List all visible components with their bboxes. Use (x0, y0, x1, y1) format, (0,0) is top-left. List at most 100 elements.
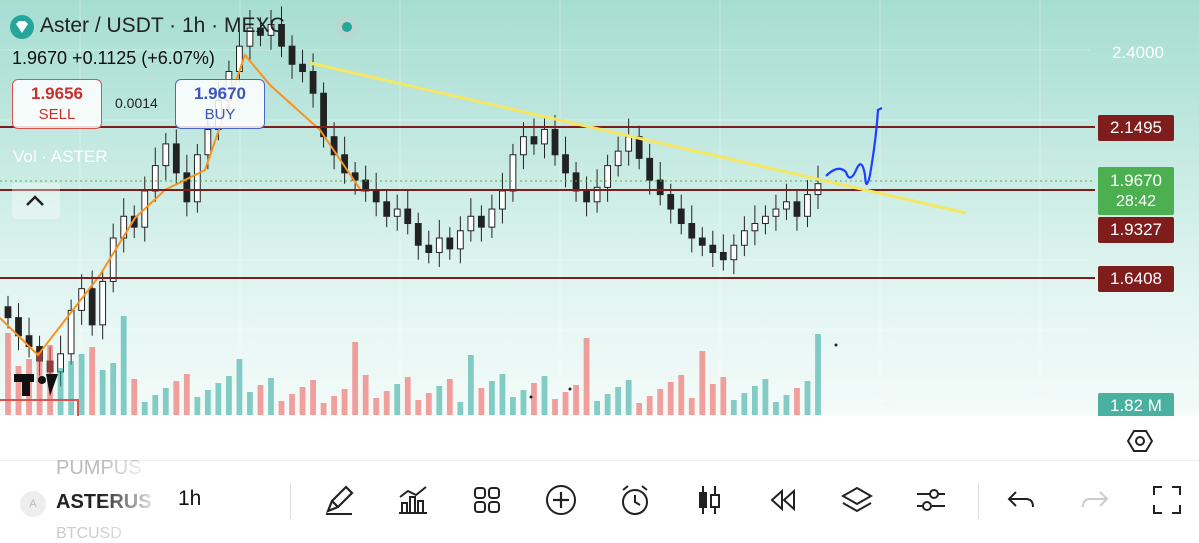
symbol-title[interactable]: Aster / USDT · 1h · MEXC (40, 14, 285, 37)
candle-body (414, 223, 422, 246)
candle-body (393, 208, 401, 217)
candle-body (172, 143, 180, 174)
alert-clock-icon[interactable] (618, 483, 652, 517)
level-label-2: 1.9327 (1098, 217, 1174, 243)
hand-drawn-projection (825, 107, 883, 186)
candle-body (572, 172, 580, 192)
volume-bar (257, 385, 264, 415)
settings-sliders-icon[interactable] (914, 483, 948, 517)
layout-grid-icon[interactable] (470, 483, 504, 517)
volume-bar (394, 384, 401, 415)
candle-body (793, 201, 801, 217)
volume-bar (341, 389, 348, 415)
volume-bar (331, 396, 337, 415)
sell-label: SELL (38, 106, 76, 123)
volume-bar (794, 388, 800, 415)
volume-bar (194, 397, 201, 415)
volume-bar (68, 361, 75, 415)
candle-body (604, 165, 612, 188)
candle-body (562, 154, 569, 174)
chart-dot (529, 395, 533, 399)
volume-bar (415, 400, 422, 415)
candle-body (162, 143, 170, 167)
level-label-3: 1.6408 (1098, 266, 1174, 292)
candle-body (656, 179, 664, 196)
candle-body (520, 136, 527, 156)
volume-bar (141, 402, 148, 415)
volume-bar (531, 383, 537, 415)
collapse-button[interactable] (12, 183, 60, 219)
volume-bar (36, 352, 43, 415)
candle-body (404, 208, 412, 225)
volume-bar (489, 381, 495, 415)
draw-icon[interactable] (322, 483, 356, 517)
buy-button[interactable]: 1.9670 BUY (175, 79, 265, 129)
volume-bar (404, 377, 411, 415)
candle-body (456, 230, 464, 250)
sell-button[interactable]: 1.9656 SELL (12, 79, 102, 129)
volume-indicator-label[interactable]: Vol · ASTER (13, 147, 108, 166)
volume-bar (573, 385, 579, 415)
candle-body (109, 237, 117, 282)
candle-body (762, 215, 769, 225)
candle-body (467, 215, 475, 232)
candle-body (4, 306, 12, 319)
fullscreen-icon[interactable] (1150, 483, 1184, 517)
candle-countdown: 28:42 (1115, 193, 1157, 210)
chart-area[interactable]: Aster / USDT · 1h · MEXC 1.9670 +0.1125 … (0, 0, 1199, 416)
candle-body (730, 244, 738, 261)
volume-bar (299, 387, 306, 415)
chart-settings-icon[interactable] (1126, 428, 1154, 459)
candle-body (151, 165, 159, 192)
current-price: 1.9670 (1110, 171, 1162, 190)
candle-body (130, 215, 138, 228)
volume-value: 1.82 M (1098, 393, 1174, 416)
volume-bar (268, 378, 274, 415)
volume-bar (278, 401, 285, 415)
volume-bar (425, 393, 432, 415)
chart-dot (834, 343, 838, 347)
candle-body (435, 237, 443, 253)
volume-bar (162, 388, 169, 415)
market-status-icon (335, 15, 359, 39)
candle-body (614, 150, 622, 167)
volume-bar (615, 387, 622, 415)
volume-bar (226, 376, 232, 415)
candle-body (488, 208, 496, 228)
candle-body (541, 128, 548, 145)
range-marker (0, 399, 79, 416)
layers-icon[interactable] (840, 483, 874, 517)
volume-bar (310, 380, 316, 415)
candle-body (309, 71, 317, 94)
volume-bar (499, 374, 506, 415)
volume-bar (57, 368, 64, 415)
indicators-icon[interactable] (396, 483, 430, 517)
volume-bar (320, 403, 327, 415)
undo-icon[interactable] (1004, 483, 1038, 517)
candle-body (677, 208, 685, 225)
price-chart[interactable] (0, 0, 1199, 416)
volume-bar (215, 383, 222, 415)
volume-bar (478, 388, 485, 415)
symbol-fade (100, 461, 160, 541)
redo-icon[interactable] (1078, 483, 1112, 517)
volume-bar (552, 399, 558, 415)
volume-bar (173, 381, 180, 415)
candle-body (88, 288, 96, 326)
volume-bar (762, 379, 769, 415)
volume-bar (520, 390, 527, 415)
candle-body (425, 244, 433, 253)
zigzag-line (0, 53, 363, 357)
candle-body (246, 27, 254, 47)
replay-icon[interactable] (766, 483, 800, 517)
volume-bar (636, 403, 643, 415)
volume-bar (815, 334, 821, 415)
volume-bar (510, 397, 516, 415)
candle-body (719, 251, 727, 261)
interval-button[interactable]: 1h (178, 487, 202, 510)
volume-bar (383, 391, 390, 415)
candle-body (99, 280, 107, 326)
volume-bar (15, 366, 22, 415)
candles-icon[interactable] (692, 483, 726, 517)
add-icon[interactable] (544, 483, 578, 517)
